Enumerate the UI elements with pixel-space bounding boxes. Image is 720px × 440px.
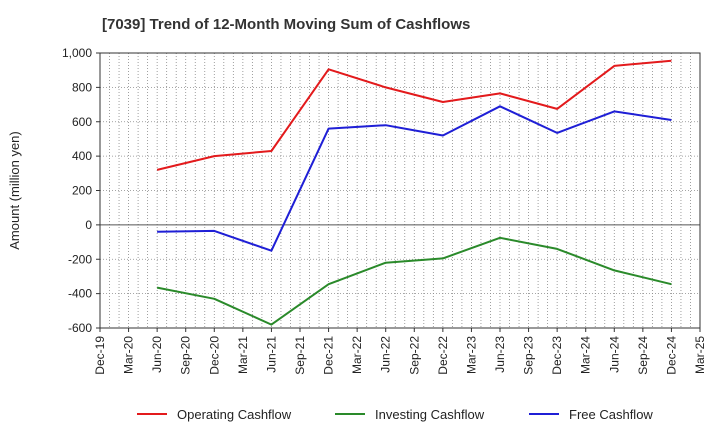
x-tick-label: Mar-24 — [579, 336, 593, 374]
x-tick-label: Mar-22 — [350, 336, 364, 374]
y-tick-label: -600 — [68, 321, 92, 335]
legend-entry: Investing Cashflow — [375, 407, 485, 422]
y-axis-label: Amount (million yen) — [7, 131, 22, 250]
x-tick-label: Dec-21 — [322, 336, 336, 375]
legend-entry: Operating Cashflow — [177, 407, 292, 422]
grid — [99, 52, 701, 329]
x-tick-label: Sep-20 — [179, 336, 193, 375]
y-tick-label: -200 — [68, 252, 92, 266]
x-tick-label: Dec-24 — [664, 336, 678, 375]
x-tick-label: Jun-23 — [493, 336, 507, 373]
x-tick-label: Dec-22 — [436, 336, 450, 375]
x-tick-label: Dec-19 — [93, 336, 107, 375]
x-tick-label: Sep-22 — [407, 336, 421, 375]
y-tick-label: 0 — [85, 218, 92, 232]
y-tick-label: 800 — [72, 80, 92, 94]
x-tick-label: Mar-25 — [693, 336, 707, 374]
series-line-investing-cashflow — [156, 236, 672, 326]
x-tick-label: Jun-24 — [607, 336, 621, 373]
x-tick-label: Sep-23 — [522, 336, 536, 375]
x-tick-label: Sep-24 — [636, 336, 650, 375]
x-tick-label: Mar-20 — [122, 336, 136, 374]
x-tick-label: Jun-20 — [150, 336, 164, 373]
x-tick-label: Jun-22 — [379, 336, 393, 373]
series-line-operating-cashflow — [156, 59, 672, 171]
x-tick-label: Mar-23 — [464, 336, 478, 374]
x-tick-label: Sep-21 — [293, 336, 307, 375]
y-tick-label: 1,000 — [62, 46, 92, 60]
y-tick-label: 400 — [72, 149, 92, 163]
y-tick-label: -400 — [68, 287, 92, 301]
chart-title: [7039] Trend of 12-Month Moving Sum of C… — [102, 16, 470, 33]
series-line-free-cashflow — [157, 105, 672, 252]
series-lines — [156, 59, 672, 326]
x-tick-label: Mar-21 — [236, 336, 250, 374]
x-tick-label: Dec-23 — [550, 336, 564, 375]
legend-entry: Free Cashflow — [569, 407, 653, 422]
y-tick-label: 600 — [72, 115, 92, 129]
y-tick-label: 200 — [72, 184, 92, 198]
legend: Operating Cashflow Investing Cashflow Free… — [137, 407, 653, 422]
x-tick-label: Dec-20 — [207, 336, 221, 375]
x-tick-label: Jun-21 — [264, 336, 278, 373]
